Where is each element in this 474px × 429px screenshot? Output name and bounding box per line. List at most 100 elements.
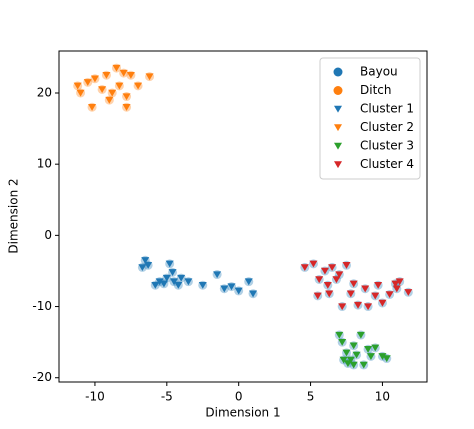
point — [174, 281, 183, 289]
point — [320, 267, 329, 275]
point — [328, 264, 337, 271]
legend-box — [319, 57, 421, 180]
x-axis-label: Dimension 1 — [205, 406, 280, 420]
point — [366, 353, 375, 360]
point — [234, 287, 243, 295]
legend-marker — [334, 124, 342, 132]
point — [342, 349, 351, 357]
y-tick-label: 0 — [44, 228, 52, 242]
point — [151, 281, 160, 289]
point — [108, 89, 117, 97]
legend-label: Ditch — [360, 83, 391, 97]
point — [354, 301, 362, 309]
point — [134, 82, 143, 90]
legend-label: Cluster 4 — [360, 157, 414, 171]
x-tick-label: -10 — [85, 390, 105, 404]
x-tick-label: 10 — [375, 390, 390, 404]
point — [392, 285, 401, 293]
point — [338, 338, 347, 346]
point — [138, 264, 147, 271]
point — [76, 89, 85, 97]
point — [338, 303, 347, 311]
legend-marker — [333, 86, 343, 95]
point — [349, 342, 358, 350]
point — [145, 73, 154, 81]
point — [177, 274, 186, 282]
point — [220, 285, 229, 293]
point — [404, 289, 413, 296]
point — [213, 271, 222, 279]
point — [378, 299, 387, 307]
point — [378, 353, 387, 360]
legend-label: Bayou — [360, 65, 398, 79]
point — [98, 86, 107, 94]
y-tick-label: 20 — [37, 85, 52, 99]
point — [359, 361, 368, 369]
point — [249, 290, 258, 298]
point — [349, 280, 358, 288]
point — [155, 278, 164, 286]
point — [90, 75, 99, 83]
point — [315, 276, 324, 284]
point — [73, 82, 82, 90]
point — [352, 351, 361, 359]
point — [119, 69, 128, 77]
point — [371, 292, 380, 300]
point — [374, 281, 383, 289]
point — [371, 344, 380, 352]
point — [115, 82, 124, 90]
point — [122, 93, 131, 101]
x-tick-label: 0 — [235, 390, 243, 404]
point — [144, 262, 153, 269]
point — [112, 64, 121, 72]
point — [395, 278, 404, 286]
legend-label: Cluster 3 — [360, 139, 414, 153]
point — [343, 360, 352, 368]
point — [122, 104, 131, 111]
point — [356, 331, 365, 339]
x-tick-label: -5 — [161, 390, 173, 404]
legend-marker — [333, 67, 343, 77]
point — [170, 278, 178, 286]
point — [168, 269, 177, 276]
legend-label: Cluster 2 — [360, 120, 414, 134]
point — [309, 260, 318, 268]
point — [382, 355, 391, 363]
point — [83, 79, 92, 86]
point — [105, 96, 114, 104]
point — [300, 264, 309, 271]
plot-area — [58, 50, 428, 383]
point — [332, 276, 341, 284]
point — [349, 361, 358, 369]
point — [361, 285, 370, 293]
point — [325, 290, 334, 298]
point — [335, 331, 344, 339]
point — [244, 278, 253, 286]
point — [346, 356, 355, 364]
point — [159, 280, 168, 288]
y-tick-label: -20 — [32, 370, 52, 384]
point — [391, 280, 400, 288]
point — [335, 271, 344, 279]
legend-marker — [334, 105, 342, 113]
point — [323, 281, 332, 289]
point — [385, 291, 394, 299]
y-tick-label: -10 — [32, 299, 52, 313]
point — [313, 292, 322, 300]
point — [126, 72, 135, 79]
x-tick-label: 5 — [307, 390, 315, 404]
point — [339, 356, 348, 364]
legend-marker — [334, 142, 342, 150]
point — [184, 278, 193, 286]
point — [364, 346, 373, 353]
y-axis-label: Dimension 2 — [7, 178, 21, 253]
point — [102, 72, 111, 79]
point — [346, 290, 355, 298]
point — [364, 303, 373, 311]
point — [227, 283, 236, 291]
point — [162, 274, 171, 282]
legend-marker — [334, 161, 342, 169]
point — [88, 104, 97, 111]
y-tick-label: 10 — [37, 157, 52, 171]
